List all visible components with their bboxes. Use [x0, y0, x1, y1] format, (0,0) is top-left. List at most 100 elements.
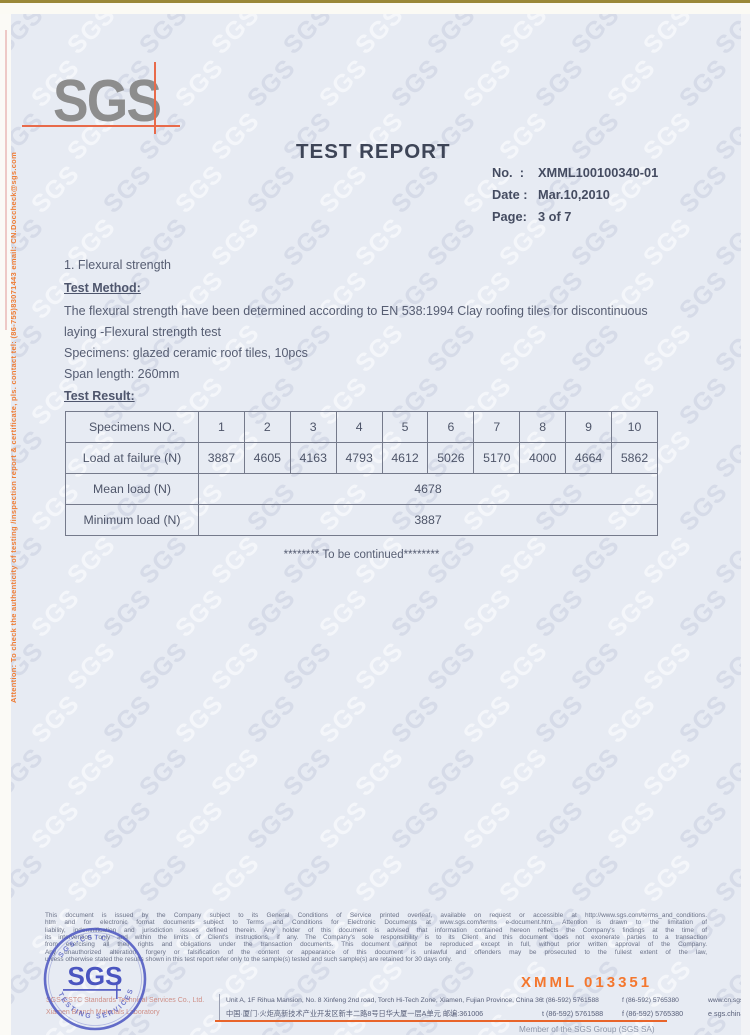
watermark-text: SGS [313, 795, 374, 855]
test-result-table: Specimens NO. 1 2 3 4 5 6 7 8 9 10 Load … [65, 411, 658, 536]
watermark-text: SGS [313, 159, 374, 219]
test-method-heading: Test Method: [64, 281, 141, 295]
watermark-text: SGS [421, 212, 482, 272]
watermark-text: SGS [457, 795, 518, 855]
disclaimer-line: its intervention only and within the lim… [45, 934, 707, 942]
watermark-text: SGS [169, 583, 230, 643]
watermark-text: SGS [637, 848, 698, 908]
watermark-text: SGS [673, 583, 734, 643]
watermark-text: SGS [241, 689, 302, 749]
table-header-row: Specimens NO. 1 2 3 4 5 6 7 8 9 10 [65, 411, 658, 443]
watermark-text: SGS [169, 53, 230, 113]
table-cell: 3887 [198, 442, 245, 474]
watermark-text: SGS [241, 795, 302, 855]
sgs-logo: SGS [53, 67, 162, 135]
watermark-text: SGS [277, 848, 338, 908]
watermark-text: SGS [349, 318, 410, 378]
watermark-text: SGS [385, 583, 446, 643]
contact-row-english: Unit A, 1F Rihua Mansion, No. 8 Xinfeng … [226, 994, 750, 1007]
contact-block: Unit A, 1F Rihua Mansion, No. 8 Xinfeng … [219, 994, 750, 1020]
to-be-continued-note: ******** To be continued******** [283, 549, 440, 561]
table-cell: 4 [335, 411, 383, 443]
fax-english: f (86-592) 5765380 [622, 997, 679, 1004]
fax-chinese: f (86-592) 5765380 [622, 1009, 684, 1018]
watermark-text: SGS [385, 159, 446, 219]
watermark-text: SGS [673, 371, 734, 431]
report-page-value: 3 of 7 [538, 209, 572, 224]
table-cell: 2 [243, 411, 291, 443]
table-cell: 1 [198, 411, 245, 443]
disclaimer-line: This document is issued by the Company s… [45, 912, 707, 919]
table-cell: 5170 [473, 442, 521, 474]
watermark-text: SGS [601, 689, 662, 749]
table-cell: 7 [473, 411, 521, 443]
watermark-text: SGS [133, 636, 194, 696]
watermark-text: SGS [313, 689, 374, 749]
watermark-text: SGS [205, 212, 266, 272]
watermark-text: SGS [349, 742, 410, 802]
telephone-english: t (86-592) 5761588 [542, 997, 599, 1004]
table-cell: 5026 [427, 442, 475, 474]
watermark-text: SGS [565, 742, 626, 802]
table-cell: 8 [519, 411, 567, 443]
scan-edge-right [741, 14, 750, 1035]
disclaimer-line: liability, indemnification and jurisdict… [45, 926, 707, 934]
test-result-heading: Test Result: [64, 389, 135, 403]
table-cell: 4612 [381, 442, 429, 474]
watermark-text: SGS [205, 636, 266, 696]
watermark-text: SGS [169, 689, 230, 749]
watermark-text: SGS [673, 265, 734, 325]
watermark-text: SGS [601, 53, 662, 113]
report-title: TEST REPORT [296, 140, 451, 163]
watermark-text: SGS [133, 742, 194, 802]
minimum-load-value: 3887 [198, 504, 658, 536]
watermark-text: SGS [313, 53, 374, 113]
load-at-failure-row: Load at failure (N) 3887 4605 4163 4793 … [65, 442, 658, 474]
table-cell: 5862 [611, 442, 658, 474]
span-length-line: Span length: 260mm [64, 367, 180, 381]
scan-artifact-line [5, 30, 7, 330]
watermark-text: SGS [97, 159, 158, 219]
watermark-text: SGS [493, 848, 554, 908]
logo-crosshair-vertical-line [154, 62, 156, 134]
watermark-text: SGS [25, 795, 86, 855]
address-underline [215, 1020, 667, 1022]
watermark-text: SGS [529, 53, 590, 113]
watermark-text: SGS [565, 318, 626, 378]
test-method-line-1: The flexural strength have been determin… [64, 304, 648, 318]
table-cell: 4793 [335, 442, 383, 474]
watermark-text: SGS [25, 583, 86, 643]
watermark-text: SGS [241, 159, 302, 219]
report-number-label: No. : [492, 165, 524, 180]
disclaimer-line: unless otherwise stated the results show… [45, 956, 453, 964]
minimum-load-row: Minimum load (N) 3887 [65, 504, 658, 536]
report-number-row: No. : XMML100100340-01 [492, 165, 658, 187]
watermark-text: SGS [205, 106, 266, 166]
address-chinese: 中国·厦门·火炬高新技术产业开发区新丰二路8号日华大厦一层A单元 邮编:3610… [226, 1009, 484, 1018]
watermark-text: SGS [529, 583, 590, 643]
report-date-row: Date : Mar.10,2010 [492, 187, 658, 209]
watermark-text: SGS [385, 53, 446, 113]
table-cell: 4163 [289, 442, 337, 474]
watermark-text: SGS [637, 318, 698, 378]
watermark-text: SGS [133, 848, 194, 908]
table-cell: 6 [427, 411, 475, 443]
watermark-text: SGS [313, 583, 374, 643]
test-method-line-2: laying -Flexural strength test [64, 325, 222, 339]
sgs-group-member-note: Member of the SGS Group (SGS SA) [519, 1025, 655, 1034]
scan-edge-left [0, 14, 11, 1035]
watermark-text: SGS [169, 159, 230, 219]
watermark-text: SGS [349, 848, 410, 908]
watermark-text: SGS [493, 106, 554, 166]
watermark-text: SGS [25, 689, 86, 749]
watermark-text: SGS [673, 53, 734, 113]
company-name-line: SGS-CSTC Standards Technical Services Co… [46, 997, 205, 1004]
report-meta-block: No. : XMML100100340-01 Date : Mar.10,201… [492, 165, 658, 231]
watermark-text: SGS [673, 795, 734, 855]
watermark-text: SGS [25, 159, 86, 219]
watermark-text: SGS [493, 636, 554, 696]
watermark-text: SGS [97, 795, 158, 855]
disclaimer-line: htm and for electronic format documents … [45, 919, 707, 927]
watermark-text: SGS [277, 636, 338, 696]
contact-row-chinese: 中国·厦门·火炬高新技术产业开发区新丰二路8号日华大厦一层A单元 邮编:3610… [226, 1007, 750, 1020]
